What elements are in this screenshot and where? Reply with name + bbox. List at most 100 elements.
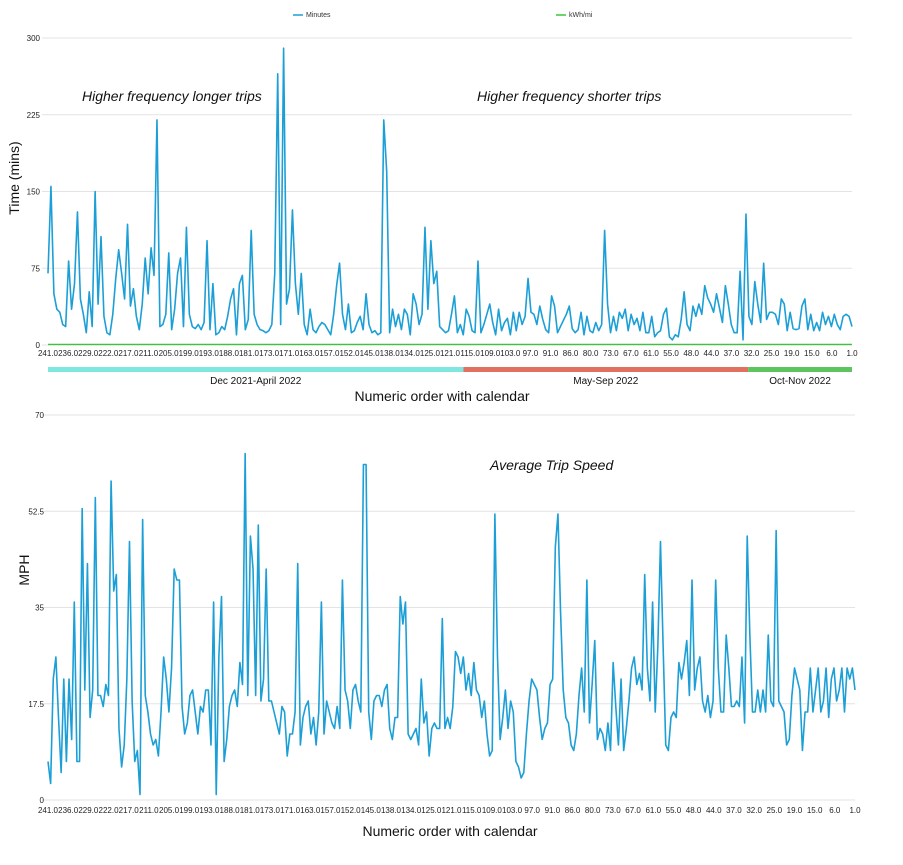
- x-tick-label: 205.0: [159, 806, 180, 815]
- x-tick-label: 25.0: [767, 806, 783, 815]
- x-tick-label: 229.0: [78, 806, 99, 815]
- x-tick-label: 91.0: [543, 349, 559, 358]
- x-axis-label-top: Numeric order with calendar: [354, 388, 529, 404]
- x-tick-label: 48.0: [683, 349, 699, 358]
- x-tick-label: 6.0: [829, 806, 841, 815]
- x-axis-label-bottom: Numeric order with calendar: [362, 823, 537, 839]
- series-line-minutes: [47, 47, 853, 341]
- x-tick-label: 236.0: [58, 806, 79, 815]
- annotation-shorter-trips: Higher frequency shorter trips: [477, 88, 661, 104]
- x-tick-label: 171.0: [280, 806, 301, 815]
- period-bar: [463, 367, 749, 372]
- x-tick-label: 222.0: [99, 806, 120, 815]
- x-tick-label: 73.0: [605, 806, 621, 815]
- period-label: May-Sep 2022: [573, 376, 638, 387]
- legend: Minutes kWh/mi: [293, 12, 593, 19]
- x-tick-label: 44.0: [706, 806, 722, 815]
- x-tick-label: 145.0: [360, 349, 381, 358]
- x-tick-label: 205.0: [159, 349, 180, 358]
- x-tick-label: 67.0: [623, 349, 639, 358]
- x-tick-label: 86.0: [563, 349, 579, 358]
- y-tick-label: 300: [27, 34, 41, 43]
- x-tick-label: 211.0: [139, 349, 159, 358]
- x-tick-label: 91.0: [545, 806, 561, 815]
- x-tick-label: 55.0: [663, 349, 679, 358]
- x-tick-label: 97.0: [524, 806, 540, 815]
- x-tick-label: 157.0: [319, 349, 340, 358]
- x-tick-label: 61.0: [643, 349, 659, 358]
- x-tick-label: 1.0: [849, 806, 861, 815]
- y-tick-label: 0: [36, 341, 41, 350]
- x-tick-label: 173.0: [260, 806, 281, 815]
- x-tick-label: 138.0: [380, 349, 401, 358]
- y-tick-label: 35: [35, 604, 44, 613]
- x-tick-label: 55.0: [666, 806, 682, 815]
- x-tick-label: 125.0: [421, 806, 442, 815]
- x-tick-label: 145.0: [361, 806, 382, 815]
- x-tick-label: 152.0: [339, 349, 360, 358]
- y-tick-label: 75: [31, 264, 40, 273]
- x-tick-label: 97.0: [523, 349, 539, 358]
- x-tick-label: 163.0: [299, 349, 320, 358]
- x-tick-label: 163.0: [300, 806, 321, 815]
- y-tick-label: 0: [40, 796, 45, 805]
- x-tick-label: 171.0: [279, 349, 300, 358]
- y-tick-label: 17.5: [28, 700, 44, 709]
- x-tick-label: 80.0: [583, 349, 599, 358]
- x-tick-label: 61.0: [645, 806, 661, 815]
- x-tick-label: 103.0: [502, 806, 523, 815]
- x-tick-label: 157.0: [320, 806, 341, 815]
- x-tick-label: 67.0: [625, 806, 641, 815]
- x-tick-label: 80.0: [585, 806, 601, 815]
- chart-minutes: 0 75 150 225 300 241.0 236.0 229.0 222.0 217.0 21…: [6, 12, 858, 404]
- x-tick-label: 115.0: [460, 349, 480, 358]
- x-tick-label: 241.0: [38, 806, 59, 815]
- calendar-period-bars: Dec 2021-April 2022 May-Sep 2022 Oct-Nov 2…: [48, 367, 852, 387]
- annotation-longer-trips: Higher frequency longer trips: [82, 88, 262, 104]
- y-tick-label: 52.5: [28, 507, 44, 516]
- x-tick-label: 193.0: [199, 349, 220, 358]
- x-tick-label: 173.0: [259, 349, 280, 358]
- x-tick-label: 86.0: [565, 806, 581, 815]
- x-tick-label: 134.0: [400, 349, 421, 358]
- x-tick-label: 15.0: [804, 349, 820, 358]
- y-axis-label-mph: MPH: [16, 554, 32, 585]
- x-tick-label: 229.0: [78, 349, 99, 358]
- x-tick-label: 19.0: [787, 806, 803, 815]
- x-tick-label: 222.0: [98, 349, 119, 358]
- x-tick-label: 199.0: [179, 349, 200, 358]
- x-tick-label: 121.0: [441, 806, 462, 815]
- annotation-average-speed: Average Trip Speed: [489, 457, 614, 473]
- x-tick-label: 134.0: [401, 806, 422, 815]
- x-tick-label: 181.0: [240, 806, 261, 815]
- y-axis-label-time: Time (mins): [6, 141, 22, 214]
- y-tick-label: 70: [35, 411, 44, 420]
- y-tick-label: 225: [27, 111, 41, 120]
- x-tick-label: 103.0: [500, 349, 521, 358]
- y-tick-label: 150: [27, 188, 41, 197]
- x-tick-label: 32.0: [746, 806, 762, 815]
- period-bar: [48, 367, 464, 372]
- period-bar: [748, 367, 852, 372]
- x-tick-label: 15.0: [807, 806, 823, 815]
- x-tick-label: 211.0: [139, 806, 159, 815]
- x-tick-label: 6.0: [826, 349, 838, 358]
- x-tick-label: 115.0: [462, 806, 482, 815]
- x-tick-label: 121.0: [440, 349, 461, 358]
- x-tick-label: 37.0: [726, 806, 742, 815]
- x-tick-label: 32.0: [744, 349, 760, 358]
- x-tick-label: 19.0: [784, 349, 800, 358]
- x-tick-label: 217.0: [119, 806, 140, 815]
- x-tick-label: 48.0: [686, 806, 702, 815]
- x-tick-label: 109.0: [482, 806, 503, 815]
- x-tick-label: 138.0: [381, 806, 402, 815]
- legend-label-kwh: kWh/mi: [569, 12, 593, 19]
- x-tick-label: 125.0: [420, 349, 441, 358]
- series-line-mph: [47, 452, 856, 796]
- period-label: Dec 2021-April 2022: [210, 376, 302, 387]
- x-tick-label: 73.0: [603, 349, 619, 358]
- x-tick-label: 236.0: [58, 349, 79, 358]
- x-tick-label: 152.0: [341, 806, 362, 815]
